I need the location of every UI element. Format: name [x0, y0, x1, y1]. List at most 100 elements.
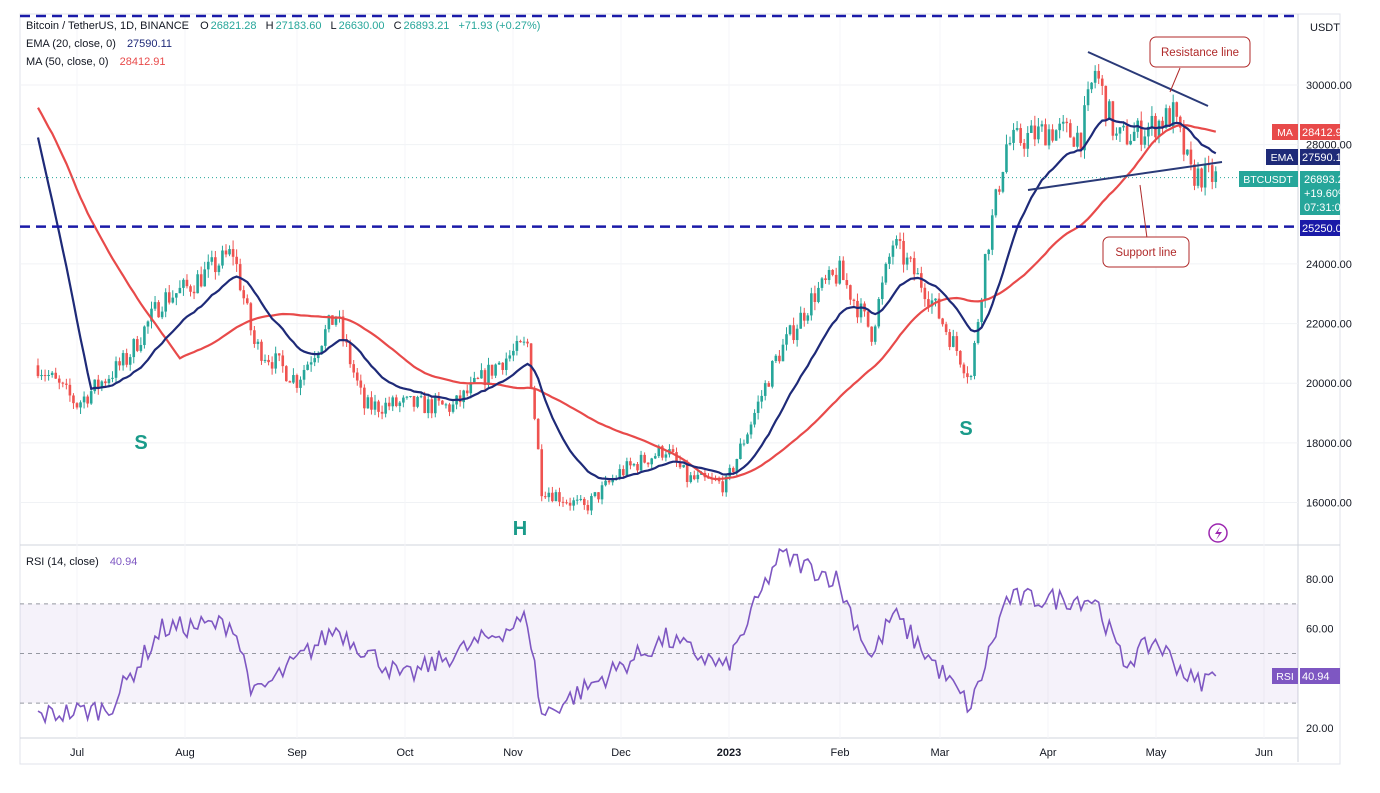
candle-body — [785, 334, 788, 345]
candle-body — [231, 249, 235, 257]
candle-body — [930, 300, 934, 307]
candle-body — [497, 362, 501, 365]
candle-body — [483, 370, 487, 386]
candle-body — [1210, 165, 1214, 182]
candle-body — [866, 311, 870, 327]
candle-body — [82, 396, 86, 403]
price-value-box — [1300, 171, 1340, 215]
candle-body — [824, 278, 827, 281]
right-shoulder-label: S — [959, 418, 972, 440]
level-value-text: 25250.00 — [1302, 223, 1348, 235]
candle-body — [568, 502, 572, 506]
candle-body — [880, 282, 884, 300]
price-tick-label: 22000.00 — [1306, 319, 1352, 331]
candle-body — [767, 383, 771, 387]
legend-open-label: O — [200, 20, 209, 32]
candle-body — [799, 312, 802, 329]
time-tick-label: 2023 — [717, 747, 741, 759]
candle-body — [128, 357, 132, 365]
candle-body — [224, 250, 228, 255]
candle-body — [994, 189, 998, 216]
legend-low-label: L — [330, 20, 337, 32]
candle-body — [742, 443, 746, 445]
candle-body — [912, 258, 916, 275]
candle-body — [150, 308, 153, 322]
legend-rsi-value: 40.94 — [109, 556, 138, 568]
candle-body — [363, 387, 366, 409]
candle-body — [504, 358, 508, 370]
candle-body — [267, 359, 270, 363]
rsi-value-box — [1300, 667, 1340, 684]
rsi-tick-label: 60.00 — [1306, 624, 1334, 636]
candle-body — [143, 326, 146, 346]
candle-body — [590, 496, 593, 511]
candle-body — [657, 446, 661, 457]
candle-body — [153, 302, 157, 309]
candle-body — [118, 361, 121, 366]
candle-body — [409, 396, 412, 398]
candle-body — [121, 353, 125, 366]
candle-body — [593, 492, 597, 497]
candle-body — [1100, 78, 1104, 86]
candle-body — [448, 404, 451, 412]
candle-body — [572, 500, 575, 506]
resistance-trendline — [1087, 51, 1209, 107]
candle-body — [827, 269, 831, 281]
candle-body — [515, 340, 519, 351]
candle-body — [249, 303, 253, 331]
candle-body — [313, 358, 316, 363]
candle-body — [771, 361, 774, 387]
candle-body — [1029, 125, 1033, 133]
candle-body — [643, 454, 646, 463]
candle-body — [380, 411, 384, 414]
candle-body — [1200, 168, 1203, 188]
candle-body — [586, 504, 590, 511]
candle-body — [419, 396, 423, 398]
candle-body — [185, 279, 189, 287]
head-label: H — [513, 518, 527, 540]
candle-body — [114, 361, 118, 378]
candle-body — [1111, 101, 1115, 136]
legend-low: 26630.00 — [338, 20, 385, 32]
time-tick-label: Jul — [70, 747, 84, 759]
candle-body — [316, 352, 320, 359]
candle-body — [104, 381, 107, 384]
candle-body — [79, 402, 82, 408]
candle-body — [795, 328, 799, 341]
candle-body — [664, 454, 668, 458]
candle-body — [990, 215, 994, 250]
candle-body — [526, 341, 529, 344]
candle-body — [891, 245, 895, 257]
candle-body — [731, 467, 735, 473]
legend-ma: MA (50, close, 0) 28412.91 — [26, 56, 168, 68]
candle-body — [820, 278, 824, 288]
candle-body — [377, 401, 380, 412]
candle-body — [221, 250, 224, 266]
candle-body — [1086, 89, 1090, 106]
candle-body — [753, 412, 756, 425]
candle-body — [405, 396, 409, 398]
lightning-bolt-glyph — [1215, 527, 1222, 540]
price-tick-label: 30000.00 — [1306, 80, 1352, 92]
candle-body — [1175, 102, 1179, 117]
candle-body — [61, 382, 65, 384]
candle-body — [352, 364, 356, 373]
candle-body — [1196, 168, 1200, 186]
candle-body — [139, 345, 143, 351]
candle-body — [263, 359, 267, 361]
candle-body — [96, 379, 100, 389]
candle-body — [739, 443, 742, 460]
candle-body — [355, 372, 359, 381]
candle-body — [299, 379, 302, 388]
candle-body — [998, 189, 1001, 192]
candle-body — [512, 350, 515, 356]
candle-body — [682, 464, 685, 468]
candle-body — [1047, 129, 1051, 146]
candle-body — [1189, 149, 1193, 165]
candle-body — [412, 396, 416, 407]
candle-body — [1012, 129, 1015, 143]
candle-body — [430, 399, 434, 414]
candle-body — [632, 464, 636, 466]
candle-body — [1125, 125, 1129, 145]
